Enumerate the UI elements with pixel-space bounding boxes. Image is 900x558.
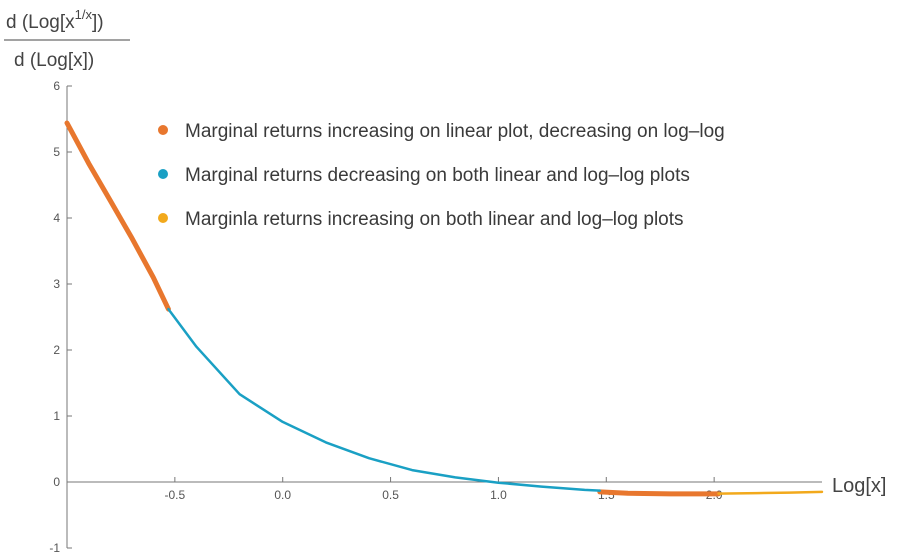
y-tick-label: 2	[53, 343, 60, 357]
legend-marker	[158, 213, 168, 223]
y-tick-label: 5	[53, 145, 60, 159]
y-tick-label: 3	[53, 277, 60, 291]
series-line	[717, 490, 824, 495]
legend-entry: Marginal returns decreasing on both line…	[185, 165, 690, 186]
x-ticks: -0.5 0.0 0.5 1.0 1.5 2.0	[165, 477, 723, 502]
x-tick-label: 1.0	[490, 488, 507, 502]
y-tick-label: 6	[53, 79, 60, 93]
y-tick-label: -1	[49, 541, 60, 555]
legend-marker	[158, 169, 168, 179]
ylabel-denominator: d (Log[x])	[14, 50, 94, 71]
ylabel-numerator: d (Log[x1/x])	[6, 7, 104, 33]
series-line	[64, 120, 171, 312]
x-tick-label: -0.5	[165, 488, 186, 502]
x-tick-label: 0.5	[382, 488, 399, 502]
legend-marker	[158, 125, 168, 135]
y-tick-label: 0	[53, 475, 60, 489]
legend-entry: Marginal returns increasing on linear pl…	[185, 121, 725, 142]
y-tick-label: 4	[53, 211, 60, 225]
legend: Marginal returns increasing on linear pl…	[158, 121, 725, 230]
y-tick-label: 1	[53, 409, 60, 423]
legend-entry: Marginla returns increasing on both line…	[185, 209, 684, 230]
series-line	[167, 307, 602, 492]
series-line	[597, 489, 721, 497]
y-axis-label: d (Log[x1/x]) d (Log[x])	[4, 7, 130, 71]
x-axis-label: Log[x]	[832, 475, 886, 497]
series-group	[64, 120, 824, 497]
x-tick-label: 0.0	[274, 488, 291, 502]
y-ticks: -1 0 1 2 3 4 5 6	[49, 79, 72, 555]
